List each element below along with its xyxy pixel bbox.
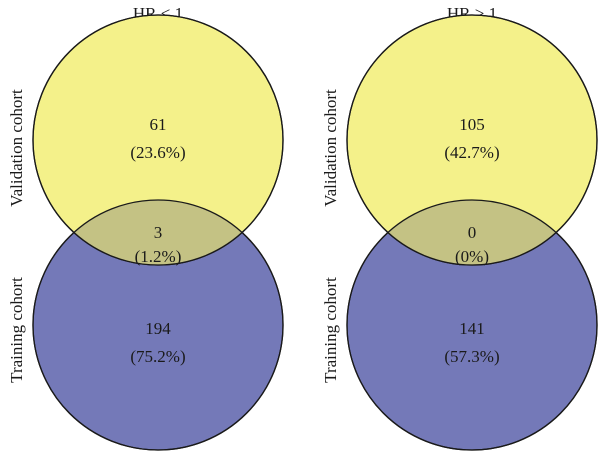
training-only-count: 141 [459, 319, 485, 338]
validation-cohort-outline [32, 14, 284, 266]
training-cohort-label: Training cohort [321, 277, 340, 383]
validation-cohort-label: Validation cohort [321, 89, 340, 207]
validation-only-percent: (42.7%) [444, 143, 499, 162]
overlap-percent: (1.2%) [135, 247, 182, 266]
venn-panel-hr-less-than-1: HR < 1 Validation cohort Training cohort… [7, 4, 284, 451]
overlap-count: 3 [154, 223, 163, 242]
training-only-count: 194 [145, 319, 171, 338]
validation-only-percent: (23.6%) [130, 143, 185, 162]
validation-cohort-label: Validation cohort [7, 89, 26, 207]
training-cohort-label: Training cohort [7, 277, 26, 383]
overlap-count: 0 [468, 223, 477, 242]
training-only-percent: (57.3%) [444, 347, 499, 366]
overlap-percent: (0%) [455, 247, 489, 266]
validation-cohort-outline [346, 14, 598, 266]
training-cohort-outline [32, 199, 284, 451]
validation-only-count: 105 [459, 115, 485, 134]
training-cohort-outline [346, 199, 598, 451]
venn-panel-hr-greater-than-1: HR > 1 Validation cohort Training cohort… [321, 4, 598, 451]
training-only-percent: (75.2%) [130, 347, 185, 366]
validation-only-count: 61 [150, 115, 167, 134]
